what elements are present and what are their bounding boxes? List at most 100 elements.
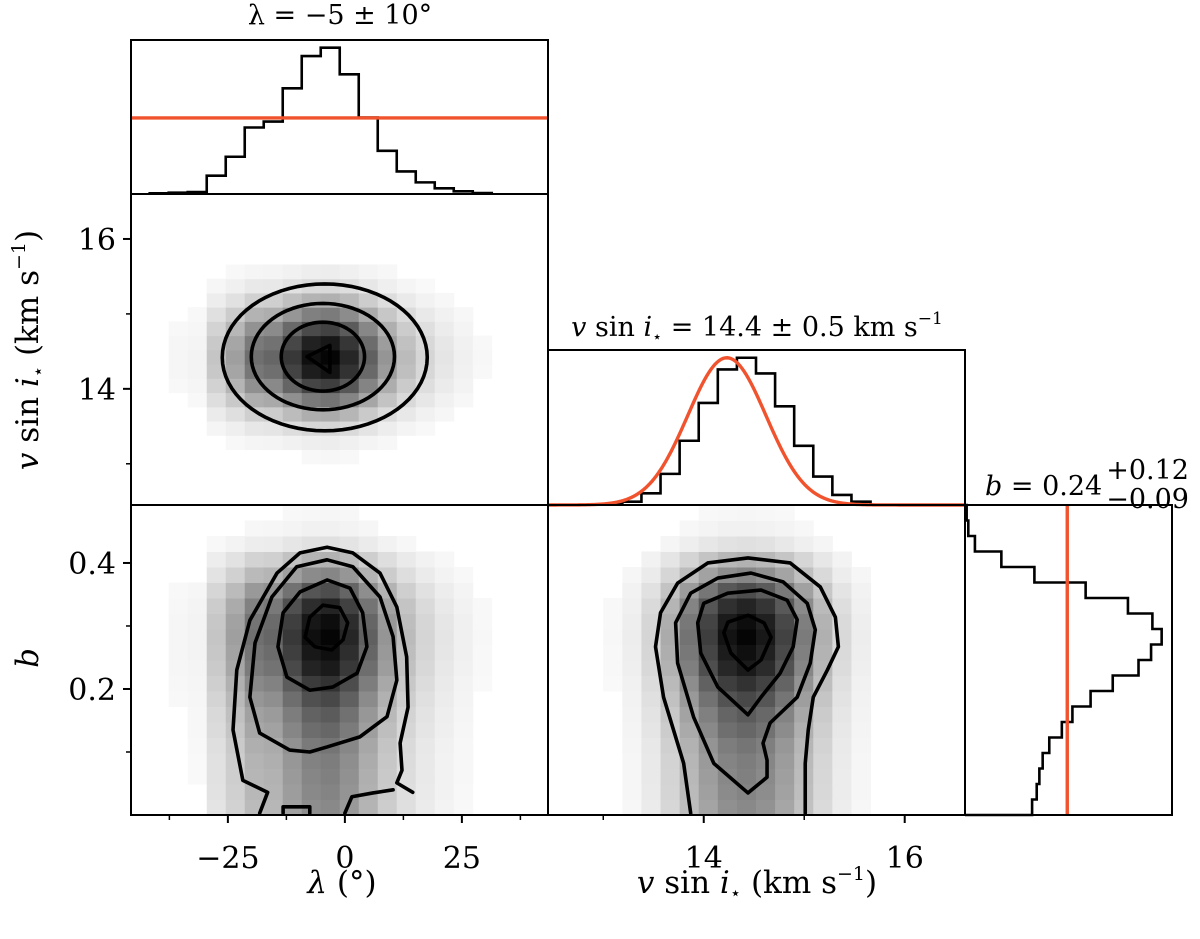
density-cell <box>263 307 284 322</box>
density-cell <box>472 660 493 676</box>
density-cell <box>851 784 872 800</box>
density-cell <box>813 753 833 769</box>
density-cell <box>698 706 719 723</box>
density-cell <box>832 753 852 769</box>
lambda-histogram-bar <box>416 182 435 194</box>
density-cell <box>660 784 681 800</box>
density-cell <box>453 706 474 723</box>
density-cell <box>603 613 623 630</box>
density-cell <box>187 613 208 630</box>
b-title: b = 0.24 +0.12 −0.09 <box>985 455 1189 515</box>
density-cell <box>717 737 738 754</box>
density-cell <box>187 349 208 365</box>
density-cell <box>282 644 303 661</box>
density-cell <box>453 349 474 365</box>
density-cell <box>396 335 417 351</box>
density-cell <box>301 768 322 785</box>
density-cell <box>832 784 852 800</box>
density-cell <box>301 520 322 537</box>
density-cell <box>168 364 189 379</box>
lambda-histogram-bar <box>226 157 245 194</box>
density-cell <box>794 629 814 645</box>
b-histogram-bar <box>965 645 1151 661</box>
density-cell <box>717 722 738 738</box>
density-cell <box>851 753 872 769</box>
density-cell <box>263 768 284 785</box>
density-cell <box>736 722 757 738</box>
density-cell <box>358 799 379 815</box>
density-cell <box>168 378 189 394</box>
density-cell <box>679 582 700 599</box>
density-cell <box>396 722 417 738</box>
lambda-axis-label: λ (°) <box>305 865 376 901</box>
density-cell <box>206 691 227 707</box>
density-cell <box>301 706 322 723</box>
density-cell <box>263 435 284 451</box>
density-cell <box>339 644 360 661</box>
density-cell <box>339 307 360 322</box>
density-cell <box>206 406 227 422</box>
density-cell <box>377 722 398 738</box>
density-cell <box>434 335 455 351</box>
density-cell <box>263 675 284 692</box>
density-cell <box>434 378 455 394</box>
density-cell <box>282 264 303 280</box>
b-histogram-bar <box>965 722 1062 738</box>
b-histogram-bar <box>965 800 1032 816</box>
density-cell <box>415 392 436 408</box>
density-cell <box>339 722 360 738</box>
density-cell <box>225 349 246 365</box>
density-cell <box>453 722 474 738</box>
density-cell <box>453 335 474 351</box>
density-cell <box>813 567 833 583</box>
density-cell <box>377 349 398 365</box>
density-cell <box>358 660 379 676</box>
contour-line <box>276 578 369 693</box>
lambda_vsini-contours <box>220 282 430 433</box>
b-histogram-bar <box>965 629 1162 645</box>
density-cell <box>472 644 493 661</box>
density-cell <box>717 675 738 692</box>
vsini-histogram-bar <box>661 474 680 505</box>
density-cell <box>377 307 398 322</box>
density-cell <box>679 768 700 785</box>
lambda-histogram-bar <box>359 118 378 194</box>
density-cell <box>358 706 379 723</box>
density-cell <box>755 505 776 521</box>
density-cell <box>679 520 700 537</box>
b-histogram-bar <box>965 738 1049 754</box>
b-histogram-bar <box>965 614 1152 630</box>
density-cell <box>358 435 379 451</box>
density-cell <box>679 660 700 676</box>
density-cell <box>641 660 662 676</box>
density-cell <box>339 691 360 707</box>
density-cell <box>660 660 681 676</box>
b-histogram-bar <box>965 567 1034 583</box>
density-cell <box>415 799 436 815</box>
density-cell <box>282 784 303 800</box>
density-cell <box>244 349 265 365</box>
density-cell <box>282 722 303 738</box>
density-cell <box>358 378 379 394</box>
density-cell <box>434 582 455 599</box>
density-cell <box>832 722 852 738</box>
density-cell <box>339 520 360 537</box>
density-cell <box>301 307 322 322</box>
density-cell <box>282 435 303 451</box>
density-cell <box>339 768 360 785</box>
density-cell <box>358 536 379 552</box>
density-cell <box>206 722 227 738</box>
density-cell <box>301 567 322 583</box>
b-histogram-outline <box>965 503 1163 817</box>
density-cell <box>415 768 436 785</box>
density-cell <box>434 292 455 308</box>
contour-line <box>281 805 312 815</box>
density-cell <box>339 536 360 552</box>
density-cell <box>301 753 322 769</box>
b-histogram-bar <box>965 769 1039 785</box>
density-cell <box>168 321 189 337</box>
density-cell <box>434 567 455 583</box>
density-cell <box>396 278 417 294</box>
density-cell <box>377 421 398 436</box>
density-cell <box>622 567 642 583</box>
